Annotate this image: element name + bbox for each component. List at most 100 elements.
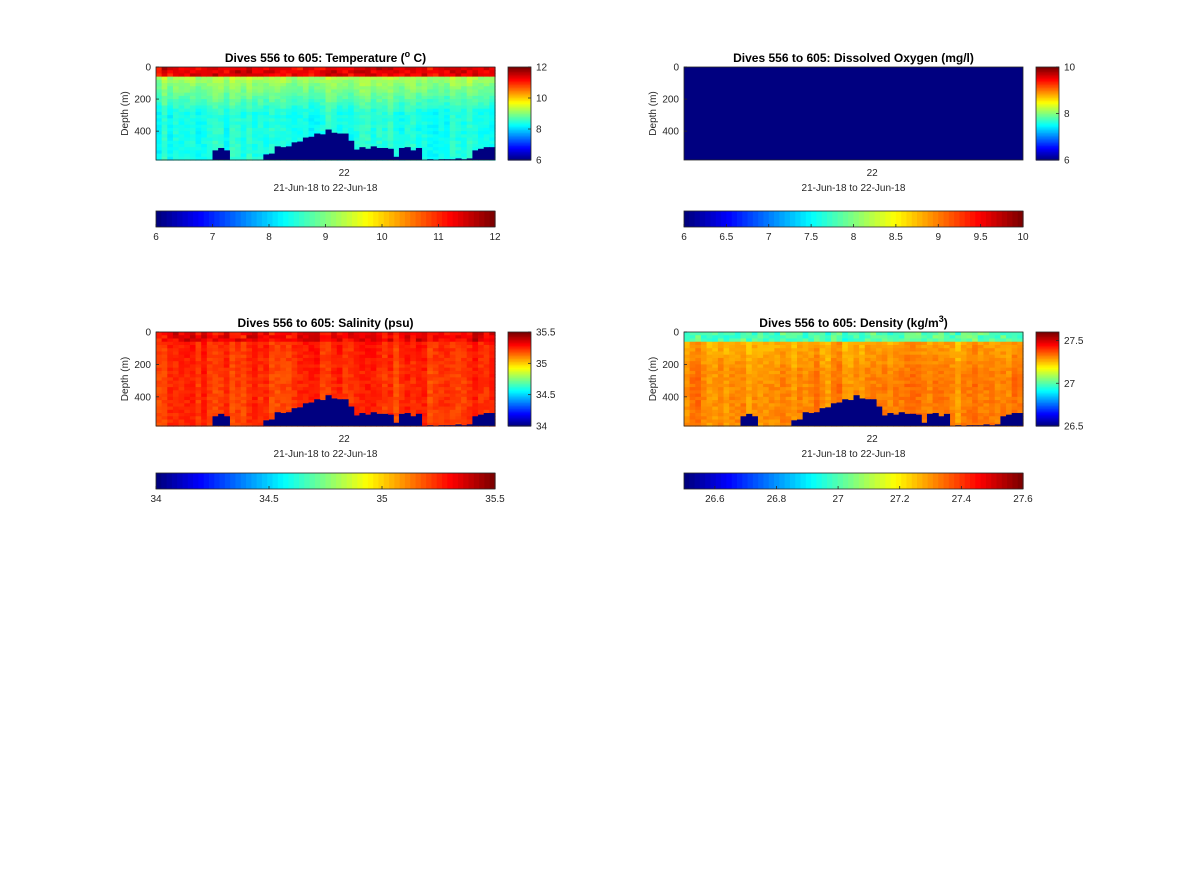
bathymetry-bar (966, 425, 973, 426)
colorbar-tick-label: 34.5 (536, 390, 556, 401)
x-tick-label: 22 (867, 434, 879, 445)
heatmap-area (156, 332, 496, 427)
bathymetry-bar (280, 413, 287, 426)
bathymetry-bar (218, 413, 225, 426)
x-axis-label: 21-Jun-18 to 22-Jun-18 (802, 183, 906, 194)
bathymetry-bar (269, 419, 276, 426)
y-tick-label: 200 (662, 360, 679, 371)
y-tick-label: 200 (134, 360, 151, 371)
chart-title: Dives 556 to 605: Salinity (psu) (237, 316, 413, 330)
y-tick-label: 400 (134, 392, 151, 403)
y-axis-label: Depth (m) (120, 91, 131, 135)
colorbar-tick-label: 27 (1064, 379, 1076, 390)
colorbar-tick-label: 8.5 (889, 232, 903, 243)
bathymetry-bar (382, 413, 389, 426)
colorbar-tick-label: 34.5 (259, 494, 279, 505)
bathymetry-bar (308, 402, 315, 426)
bathymetry-bar (302, 403, 310, 426)
chart-title: Dives 556 to 605: Density (kg/m3) (759, 314, 947, 330)
bathymetry-bar (943, 413, 951, 426)
bathymetry-bar (881, 415, 888, 426)
bathymetry-bar (387, 148, 394, 160)
colorbar-tick-label: 35.5 (485, 494, 505, 505)
bathymetry-bar (398, 413, 406, 426)
bathymetry-bar (212, 150, 219, 160)
y-tick-label: 400 (662, 392, 679, 403)
bathymetry-bar (847, 400, 854, 426)
bathymetry-bar (994, 424, 1001, 426)
y-tick-label: 400 (662, 127, 679, 138)
bathymetry-bar (348, 140, 355, 160)
bathymetry-bar (398, 147, 406, 160)
bathymetry-bar (353, 149, 360, 160)
bathymetry-bar (365, 148, 372, 160)
colorbar-tick-label: 34 (536, 422, 548, 433)
bathymetry-bar (910, 413, 917, 426)
bathymetry-bar (478, 414, 485, 426)
colorbar-tick-label: 27.2 (890, 494, 910, 505)
bathymetry-bar (870, 399, 877, 426)
colorbar-tick-label: 7 (766, 232, 772, 243)
bathymetry-bar (269, 153, 276, 160)
heatmap-fill (684, 67, 1023, 160)
bathymetry-bar (836, 402, 843, 426)
bathymetry-bar (348, 406, 355, 426)
bathymetry-bar (415, 413, 423, 426)
bathymetry-bar (342, 133, 349, 160)
colorbar-tick-label: 9.5 (974, 232, 988, 243)
horizontal-colorbar: 6 6.5 7 7.5 8 8.5 9 9.5 10 (681, 210, 1029, 243)
bathymetry-bar (331, 398, 338, 426)
bathymetry-bar (876, 406, 883, 426)
bathymetry-bar (472, 416, 479, 426)
bathymetry-bar (370, 146, 377, 160)
colorbar-tick-label: 6 (536, 156, 542, 167)
axes-frame (155, 66, 496, 161)
y-tick-label: 0 (673, 328, 679, 339)
bathymetry-bar (365, 414, 372, 426)
bathymetry-bar (359, 413, 366, 426)
bathymetry-bar (325, 129, 332, 160)
y-tick-label: 200 (662, 95, 679, 106)
bathymetry-bar (859, 398, 866, 426)
bathymetry-bar (887, 413, 894, 426)
bathymetry-bar (1000, 416, 1007, 426)
vertical-colorbar: 26.5 27 27.5 (1035, 331, 1084, 433)
bathymetry-bar (989, 425, 996, 426)
bathymetry-bar (274, 146, 281, 160)
bathymetry-bar (218, 147, 225, 160)
colorbar-tick-label: 8 (851, 232, 857, 243)
bathymetry-bar (393, 422, 400, 426)
horizontal-colorbar: 34 34.5 35 35.5 (150, 472, 505, 505)
bathymetry-bar (1017, 413, 1024, 426)
bathymetry-bar (893, 414, 900, 426)
bathymetry-bar (904, 413, 911, 426)
bathymetry-bar (319, 134, 326, 160)
bathymetry-bar (404, 147, 411, 160)
bathymetry-bar (336, 133, 343, 160)
bathymetry-bar (438, 425, 445, 426)
bathymetry-bar (393, 156, 400, 160)
x-axis-label: 21-Jun-18 to 22-Jun-18 (274, 449, 378, 460)
bathymetry-bar (331, 132, 338, 160)
bathymetry-bar (319, 400, 326, 426)
colorbar-tick-label: 6 (681, 232, 687, 243)
colorbar-tick-label: 35.5 (536, 328, 556, 339)
bathymetry-bar (842, 399, 849, 426)
bathymetry-bar (1011, 413, 1018, 426)
bathymetry-bar (263, 420, 270, 426)
y-tick-label: 0 (145, 328, 151, 339)
bathymetry-bar (280, 147, 287, 160)
bathymetry-bar (972, 425, 979, 426)
bathymetry-bar (864, 399, 871, 426)
bathymetry-bar (302, 137, 310, 160)
bathymetry-bar (404, 413, 411, 426)
bathymetry-bar (297, 407, 304, 426)
bathymetry-bar (308, 136, 315, 160)
bathymetry-bar (751, 416, 758, 426)
colorbar-tick-label: 27 (833, 494, 845, 505)
bathymetry-bar (314, 133, 321, 160)
bathymetry-bar (797, 419, 804, 426)
vertical-colorbar: 6 8 10 12 (507, 63, 548, 167)
